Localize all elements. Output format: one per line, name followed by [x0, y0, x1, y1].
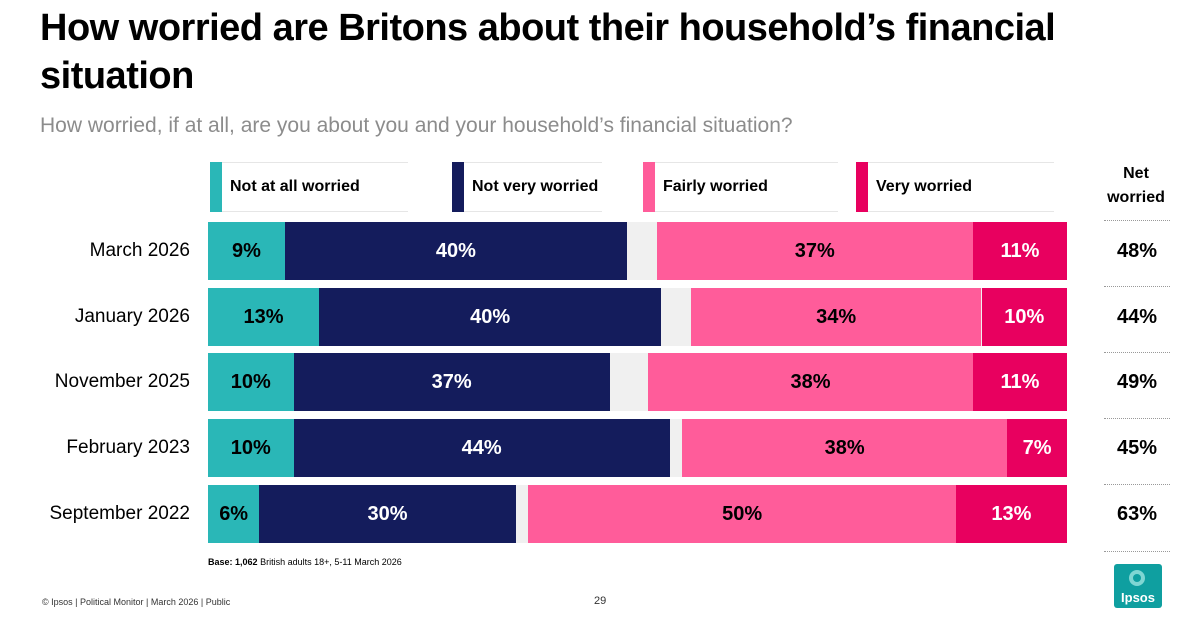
- segment-very-worried: 13%: [955, 485, 1067, 543]
- net-worried-value: 48%: [1116, 240, 1158, 262]
- logo-text: Ipsos: [1121, 590, 1155, 605]
- legend-label: Very worried: [876, 178, 973, 195]
- segment-not-very-worried: 40%: [284, 222, 627, 280]
- logo-mark-icon: [1129, 570, 1145, 586]
- segment-value-label: 40%: [435, 239, 476, 262]
- legend-swatch: [210, 162, 222, 212]
- legend-swatch: [643, 162, 655, 212]
- segment-not-at-all-worried: 9%: [208, 222, 285, 280]
- segment-value-label: 50%: [722, 502, 763, 525]
- net-worried-value: 44%: [1116, 306, 1158, 328]
- segment-not-at-all-worried: 6%: [208, 485, 260, 543]
- segment-value-label: 7%: [1022, 436, 1052, 459]
- net-divider: [1104, 352, 1170, 353]
- segment-fairly-worried: 38%: [682, 419, 1008, 477]
- segment-value-label: 44%: [461, 436, 502, 459]
- net-worried-header: Net worried: [1107, 165, 1165, 206]
- segment-very-worried: 7%: [1007, 419, 1067, 477]
- legend-label: Not very worried: [472, 178, 599, 195]
- segment-value-label: 40%: [470, 305, 511, 328]
- row-label: November 2025: [54, 371, 190, 392]
- segment-fairly-worried: 38%: [648, 353, 973, 411]
- segment-value-label: 9%: [232, 239, 261, 262]
- segment-not-very-worried: 44%: [293, 419, 670, 477]
- chart-title: How worried are Britons about their hous…: [40, 7, 1056, 97]
- segment-value-label: 6%: [219, 502, 249, 525]
- segment-very-worried: 11%: [972, 353, 1067, 411]
- segment-value-label: 13%: [991, 502, 1032, 525]
- segment-not-very-worried: 40%: [319, 288, 662, 346]
- bar-row: 6% 30% 50% 13%: [208, 485, 1067, 543]
- page-number: 29: [594, 595, 607, 607]
- legend-swatch: [452, 162, 464, 212]
- legend-swatch: [856, 162, 868, 212]
- chart-subtitle: How worried, if at all, are you about yo…: [40, 114, 793, 137]
- legend-fairly-worried: Fairly worried: [643, 162, 838, 212]
- net-divider: [1104, 418, 1170, 419]
- bar-row: 10% 37% 38% 11%: [208, 353, 1067, 411]
- segment-not-at-all-worried: 13%: [208, 288, 320, 346]
- legend-very-worried: Very worried: [856, 162, 1054, 212]
- row-label: March 2026: [89, 240, 190, 261]
- segment-fairly-worried: 34%: [690, 288, 982, 346]
- segment-very-worried: 11%: [972, 222, 1067, 280]
- segment-value-label: 38%: [824, 436, 865, 459]
- net-divider: [1104, 286, 1170, 287]
- net-worried-value: 45%: [1116, 437, 1158, 459]
- base-note: Base: 1,062 British adults 18+, 5-11 Mar…: [208, 557, 402, 567]
- segment-value-label: 37%: [431, 370, 472, 393]
- bar-row: 10% 44% 38% 7%: [208, 419, 1067, 477]
- segment-very-worried: 10%: [981, 288, 1067, 346]
- segment-value-label: 30%: [367, 502, 408, 525]
- segment-value-label: 11%: [1000, 239, 1040, 262]
- segment-fairly-worried: 50%: [528, 485, 956, 543]
- segment-value-label: 10%: [230, 370, 271, 393]
- segment-value-label: 10%: [230, 436, 271, 459]
- segment-fairly-worried: 37%: [656, 222, 973, 280]
- legend-not-very-worried: Not very worried: [452, 162, 602, 212]
- segment-value-label: 11%: [1000, 370, 1040, 393]
- bar-row: 9% 40% 37% 11%: [208, 222, 1067, 280]
- net-worried-value: 49%: [1116, 371, 1158, 393]
- segment-value-label: 10%: [1004, 305, 1045, 328]
- segment-value-label: 38%: [790, 370, 831, 393]
- segment-value-label: 37%: [794, 239, 835, 262]
- legend-label: Not at all worried: [230, 178, 360, 195]
- net-divider: [1104, 551, 1170, 552]
- segment-value-label: 34%: [816, 305, 857, 328]
- segment-not-very-worried: 30%: [259, 485, 516, 543]
- footer: © Ipsos | Political Monitor | March 2026…: [42, 597, 231, 607]
- net-worried-value: 63%: [1116, 503, 1158, 525]
- legend-not-at-all-worried: Not at all worried: [210, 162, 408, 212]
- net-divider: [1104, 484, 1170, 485]
- segment-value-label: 13%: [243, 305, 284, 328]
- segment-not-at-all-worried: 10%: [208, 419, 294, 477]
- bar-row: 13% 40% 34% 10%: [208, 288, 1067, 346]
- ipsos-logo: Ipsos: [1114, 564, 1162, 608]
- net-divider: [1104, 220, 1170, 221]
- row-label: January 2026: [74, 306, 190, 327]
- row-label: September 2022: [49, 503, 191, 524]
- row-label: February 2023: [66, 437, 190, 458]
- legend-label: Fairly worried: [663, 178, 768, 195]
- segment-not-very-worried: 37%: [293, 353, 610, 411]
- segment-not-at-all-worried: 10%: [208, 353, 294, 411]
